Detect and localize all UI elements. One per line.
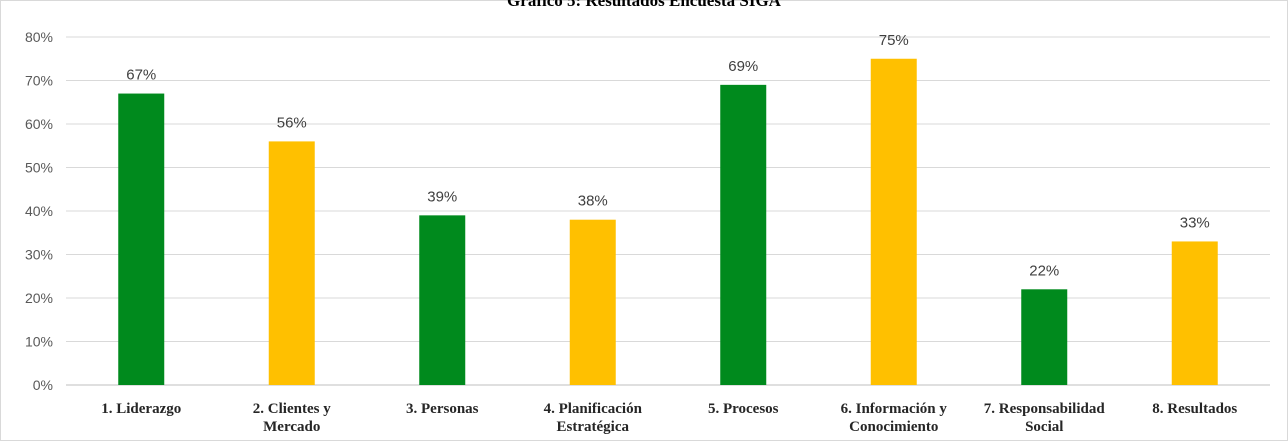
bar	[118, 93, 165, 386]
data-label: 67%	[126, 67, 156, 84]
x-tick-label: 6. Información y Conocimiento	[841, 401, 948, 435]
bar	[268, 141, 315, 385]
data-label: 75%	[879, 32, 909, 49]
data-label: 39%	[427, 188, 457, 205]
x-tick-label: 8. Resultados	[1152, 401, 1237, 417]
y-tick-label: 70%	[25, 73, 53, 89]
data-label: 38%	[578, 193, 608, 210]
chart-title: Gráfico 5: Resultados Encuesta SIGA	[507, 0, 782, 10]
data-label: 22%	[1029, 262, 1059, 279]
x-tick-label: 1. Liderazgo	[101, 401, 181, 417]
y-tick-label: 30%	[25, 247, 53, 263]
y-tick-label: 80%	[25, 29, 53, 45]
data-label: 33%	[1180, 214, 1210, 231]
bar	[720, 84, 767, 385]
x-axis: 1. Liderazgo 2. Clientes y Mercado 3. Perso…	[101, 401, 1237, 435]
bar	[1171, 241, 1218, 385]
x-tick-label: 7. Responsabilidad Social	[984, 401, 1106, 435]
x-tick-label: 3. Personas	[406, 401, 479, 417]
bar	[419, 215, 466, 385]
bar	[870, 58, 917, 385]
data-label: 69%	[728, 58, 758, 75]
y-tick-label: 10%	[25, 334, 53, 350]
x-tick-label: 2. Clientes y Mercado	[253, 401, 331, 435]
y-tick-label: 60%	[25, 116, 53, 132]
x-tick-label: 4. Planificación Estratégica	[544, 401, 643, 435]
bar	[569, 219, 616, 385]
bar	[1021, 289, 1068, 385]
y-tick-label: 40%	[25, 203, 53, 219]
bars	[118, 58, 1218, 386]
y-tick-label: 0%	[33, 377, 53, 393]
gridlines	[66, 36, 1270, 386]
x-tick-label: 5. Procesos	[708, 401, 779, 417]
y-tick-label: 50%	[25, 160, 53, 176]
y-axis: 0% 10% 20% 30% 40% 50% 60% 70% 80%	[25, 29, 53, 393]
y-tick-label: 20%	[25, 290, 53, 306]
data-labels: 67% 56% 39% 38% 69% 75% 22% 33%	[126, 32, 1210, 280]
data-label: 56%	[277, 114, 307, 131]
